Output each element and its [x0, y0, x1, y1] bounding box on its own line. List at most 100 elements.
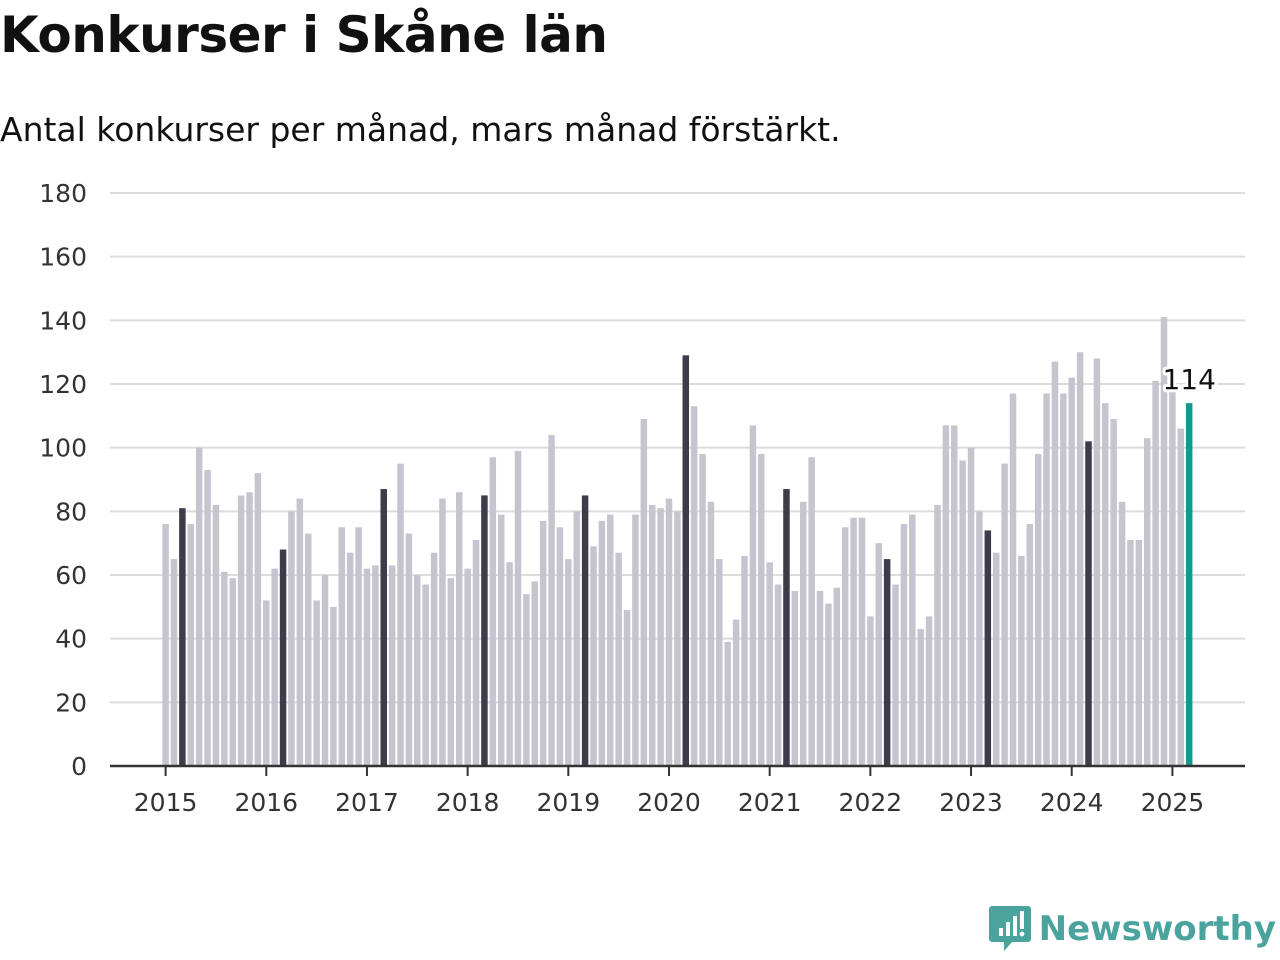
- bar: [741, 555, 748, 766]
- bar: [925, 616, 933, 766]
- bar: [523, 594, 530, 766]
- bar-march: [682, 355, 690, 766]
- x-tick-label: 2015: [134, 788, 198, 817]
- bar: [749, 425, 757, 766]
- bar: [1060, 393, 1067, 766]
- bar: [548, 434, 555, 766]
- bar: [598, 520, 606, 766]
- bar: [1169, 390, 1176, 766]
- newsworthy-logo: Newsworthy: [988, 902, 1276, 956]
- bar: [246, 492, 253, 766]
- bar: [1143, 438, 1151, 766]
- y-tick-label: 20: [55, 688, 87, 717]
- bar: [288, 511, 295, 766]
- bar-march: [279, 549, 287, 766]
- bar: [1076, 352, 1084, 766]
- bar: [590, 546, 597, 766]
- bar: [665, 498, 673, 766]
- bar: [892, 584, 899, 766]
- x-tick-label: 2024: [1040, 788, 1104, 817]
- bar: [799, 501, 807, 766]
- bar: [464, 568, 471, 766]
- bar: [1110, 419, 1117, 766]
- bar-march: [1085, 441, 1092, 766]
- bar: [321, 575, 329, 766]
- bar: [338, 527, 346, 766]
- bar: [497, 514, 505, 766]
- bar: [405, 533, 413, 766]
- bar: [372, 565, 379, 766]
- chart-subtitle: Antal konkurser per månad, mars månad fö…: [0, 110, 841, 149]
- bar: [791, 590, 799, 766]
- y-tick-label: 100: [39, 434, 87, 463]
- bar: [170, 559, 178, 766]
- bar: [917, 629, 924, 766]
- bar: [539, 520, 547, 766]
- bar: [758, 454, 765, 766]
- bar: [1068, 377, 1075, 766]
- bar: [1127, 539, 1134, 766]
- bar: [187, 524, 195, 766]
- bar-march: [179, 508, 186, 766]
- bar: [967, 447, 975, 766]
- bar: [195, 447, 203, 766]
- bar: [313, 600, 320, 766]
- bar: [707, 501, 715, 766]
- bar: [992, 552, 1000, 766]
- bar: [1135, 539, 1143, 766]
- bar: [346, 552, 354, 766]
- bar: [648, 504, 656, 766]
- bar: [615, 552, 622, 766]
- bar-chart: 0 20 40 60 80 100 120 140 160 180 2015 2016 2017 2018…: [39, 179, 1245, 817]
- newsworthy-logo-icon: [988, 902, 1031, 956]
- bar: [254, 473, 262, 766]
- bar: [774, 584, 782, 766]
- bar: [640, 419, 648, 766]
- bar: [556, 527, 564, 766]
- bar-latest: [1185, 403, 1193, 766]
- bar: [674, 511, 681, 766]
- bar: [355, 527, 362, 766]
- bar: [447, 578, 455, 766]
- bar: [204, 469, 211, 766]
- bar-march: [984, 530, 992, 766]
- bar: [607, 514, 614, 766]
- bar-march: [783, 489, 790, 766]
- bar: [506, 562, 513, 766]
- bar: [875, 543, 882, 766]
- y-tick-label: 40: [55, 625, 87, 654]
- y-tick-label: 140: [39, 306, 87, 335]
- bar: [363, 568, 371, 766]
- bar: [1043, 393, 1050, 766]
- x-tick-label: 2022: [839, 788, 903, 817]
- x-tick-label: 2020: [637, 788, 701, 817]
- bar: [472, 539, 480, 766]
- y-tick-label: 0: [71, 752, 87, 781]
- newsworthy-wordmark: Newsworthy: [1038, 909, 1276, 949]
- bar: [271, 568, 278, 766]
- bar: [422, 584, 429, 766]
- bar: [724, 641, 731, 766]
- bar: [1160, 317, 1168, 766]
- bar: [212, 504, 220, 766]
- x-tick-label: 2019: [537, 788, 601, 817]
- bar: [657, 508, 664, 766]
- bar: [263, 600, 270, 766]
- bar-march: [481, 495, 488, 766]
- bar: [439, 498, 446, 766]
- y-tick-label: 60: [55, 561, 87, 590]
- bar: [1009, 393, 1017, 766]
- bars: [162, 317, 1193, 766]
- bar: [808, 457, 815, 766]
- x-tick-label: 2023: [939, 788, 1003, 817]
- x-tick-label: 2018: [436, 788, 500, 817]
- bar: [766, 562, 773, 766]
- bar: [1026, 524, 1034, 766]
- bar: [1001, 463, 1008, 766]
- bar: [976, 511, 983, 766]
- bar: [833, 587, 841, 766]
- bar: [430, 552, 438, 766]
- bar: [1051, 361, 1059, 766]
- y-tick-label: 160: [39, 243, 87, 272]
- chart-title: Konkurser i Skåne län: [0, 6, 608, 64]
